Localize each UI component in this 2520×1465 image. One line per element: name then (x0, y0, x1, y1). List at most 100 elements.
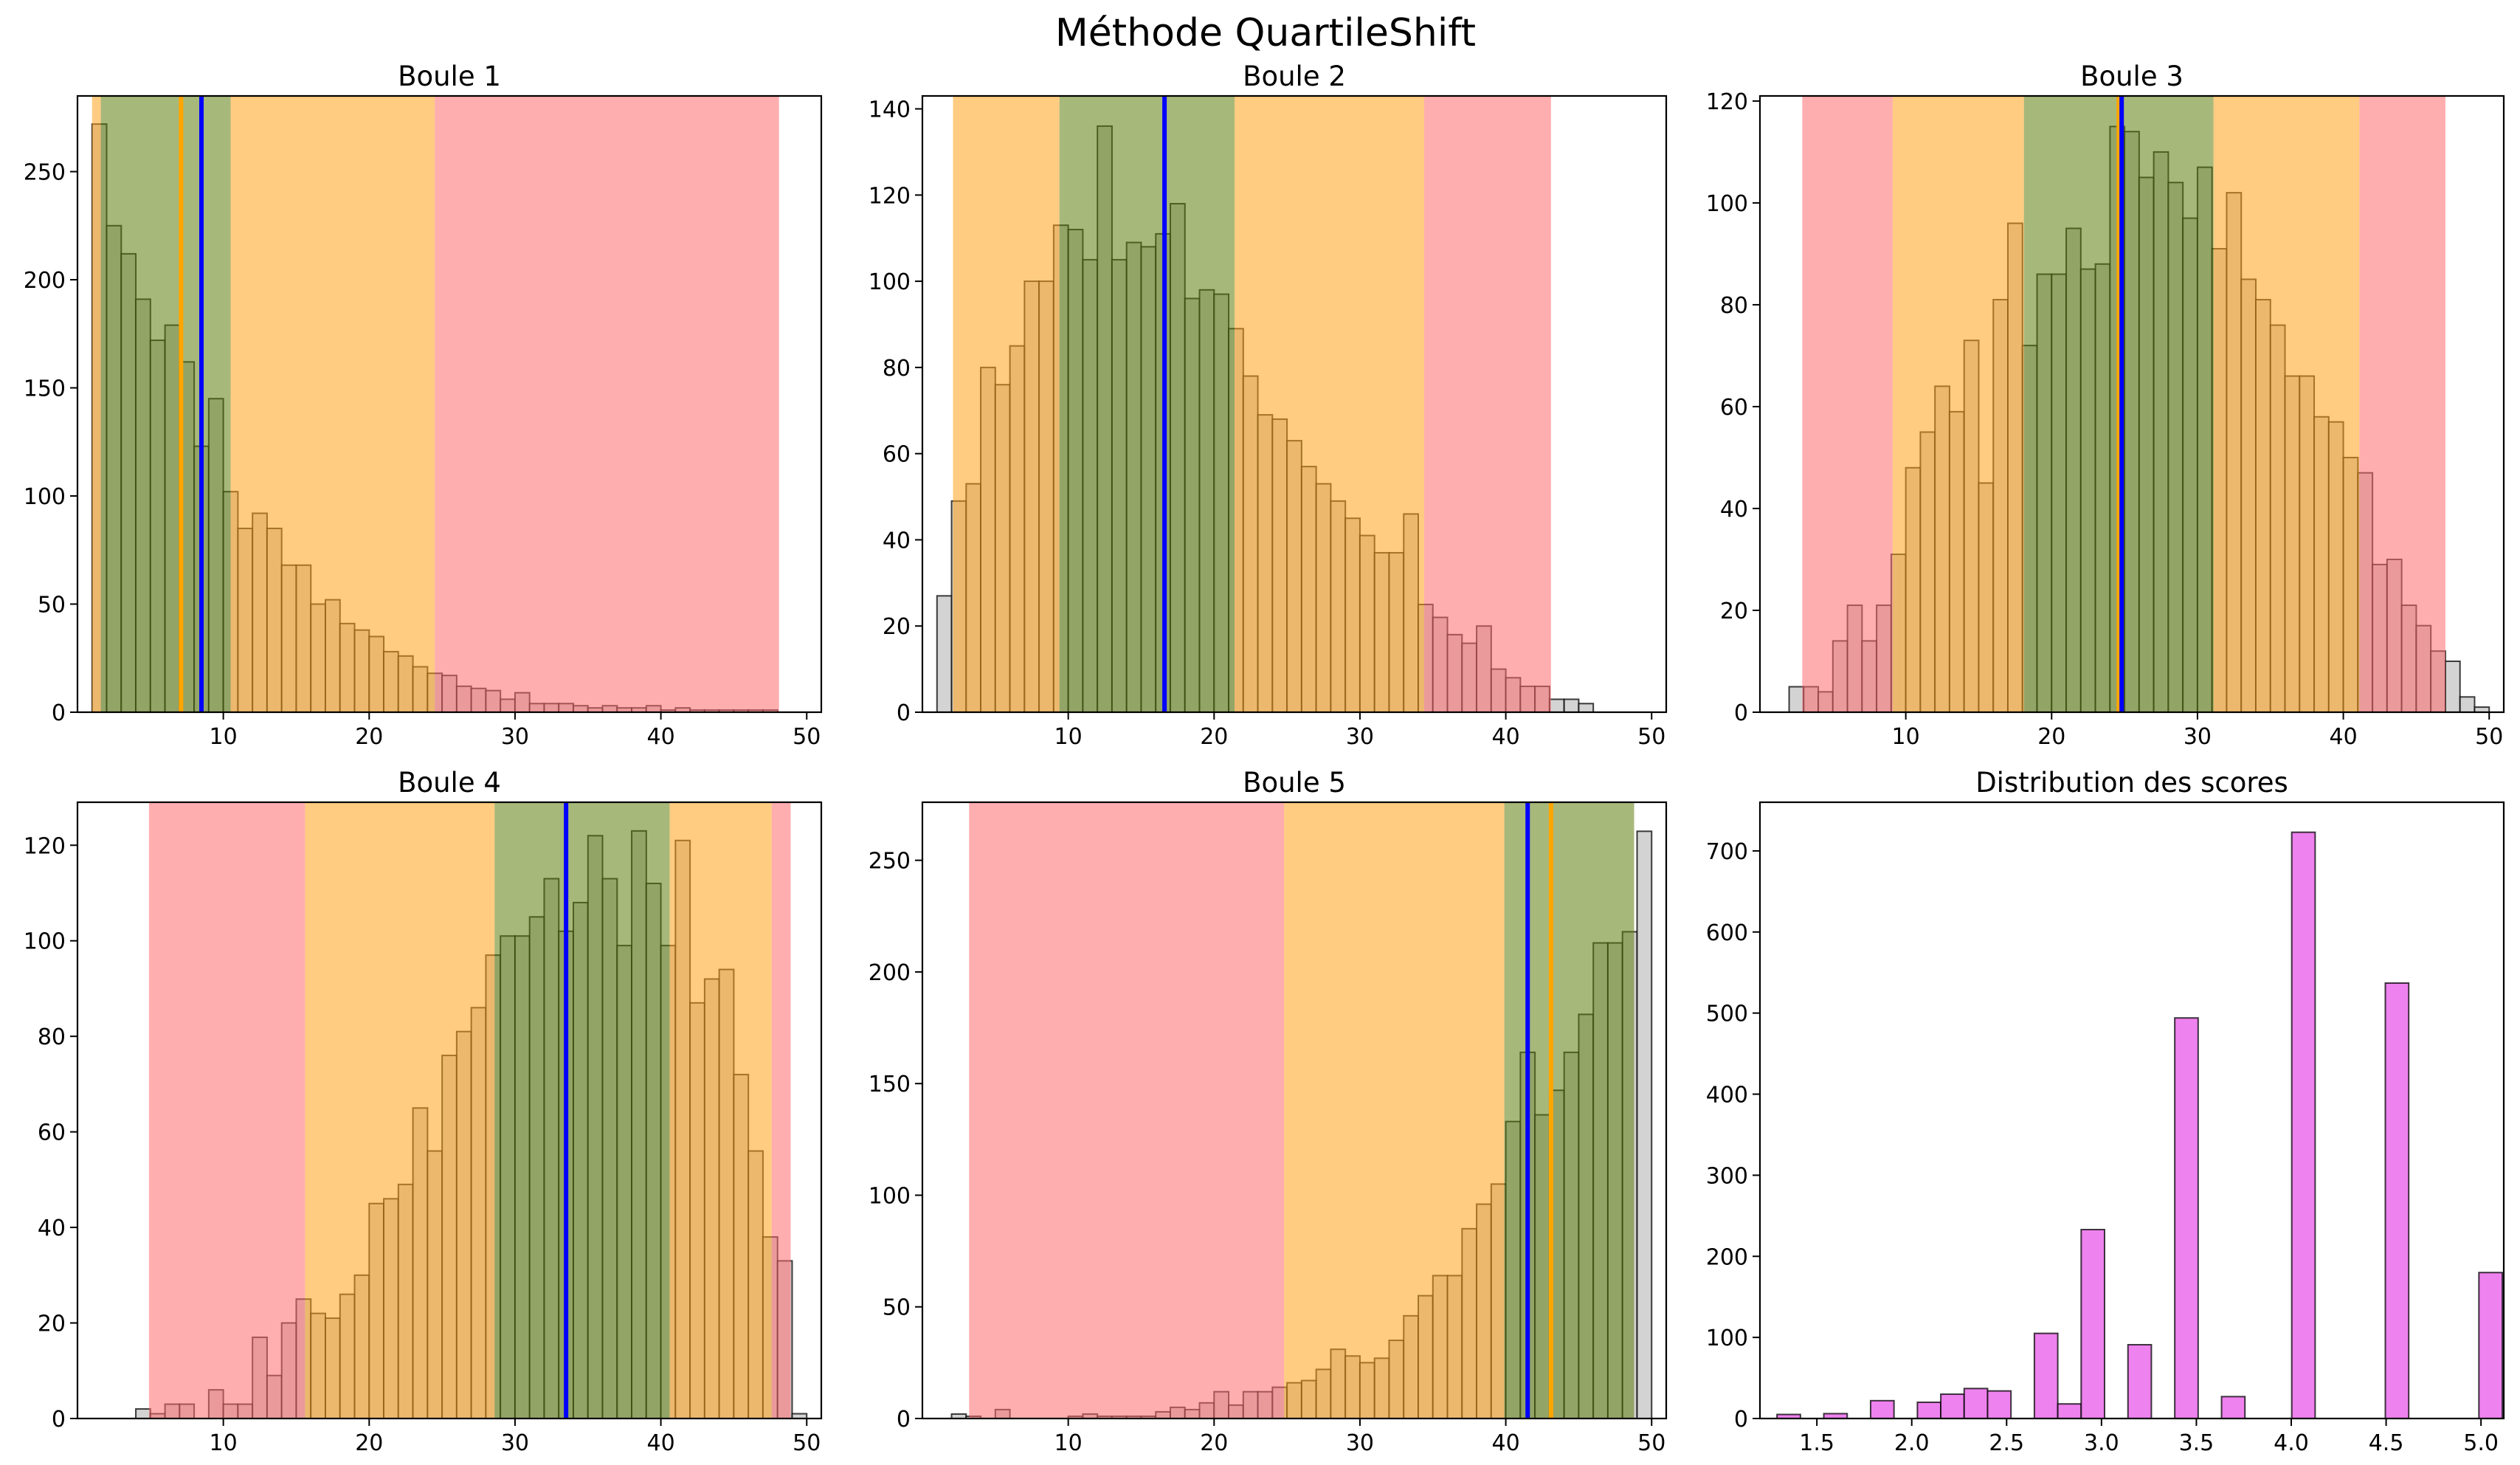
axes-frame (921, 94, 1668, 714)
x-tick-label: 20 (2037, 724, 2065, 750)
y-tick-label: 100 (24, 929, 66, 955)
chart-panel-4: 10 20 30 40 50 0 20 40 60 80 100 120 Boule 4 (24, 767, 823, 1456)
x-tick-label: 30 (501, 724, 529, 750)
y-tick-label: 120 (1706, 89, 1748, 115)
axes-frame (921, 801, 1668, 1420)
histogram-bar (2478, 1272, 2504, 1419)
x-tick-label: 2.0 (1894, 1430, 1930, 1456)
y-tick-label: 20 (1720, 599, 1748, 624)
x-tick-label: 4.5 (2369, 1430, 2404, 1456)
x-tick-label: 40 (646, 724, 674, 750)
x-tick-label: 20 (1200, 1430, 1228, 1456)
y-tick-label: 400 (1706, 1083, 1748, 1109)
plot-area (91, 96, 779, 712)
y-tick-label: 60 (38, 1120, 66, 1146)
y-tick-label: 20 (883, 614, 911, 640)
y-tick-label: 120 (869, 183, 911, 209)
chart-panel-6: 1.5 2.0 2.5 3.0 3.5 4.0 4.5 5.0 0 100 200 300 400 500… (1706, 767, 2505, 1456)
band-orange (1284, 802, 1505, 1419)
chart-panel-3: 10 20 30 40 50 0 20 40 60 80 100 120 Boule 3 (1706, 61, 2505, 750)
histogram-bar (1563, 698, 1580, 712)
x-tick-label: 40 (1491, 1430, 1519, 1456)
histogram-bar (2057, 1403, 2082, 1419)
x-tick-label: 50 (1637, 724, 1665, 750)
histogram-bar (1963, 1388, 1989, 1419)
x-tick-label: 50 (2475, 724, 2503, 750)
band-orange (305, 802, 495, 1419)
band-red (435, 96, 779, 712)
histogram-bar (2474, 706, 2490, 712)
figure-suptitle: Méthode QuartileShift (1055, 11, 1476, 55)
x-tick-label: 40 (2329, 724, 2357, 750)
band-orange (92, 96, 101, 712)
x-tick-label: 10 (210, 724, 238, 750)
plot-area (135, 802, 808, 1419)
chart-panel-2: 10 20 30 40 50 0 20 40 60 80 100 120 140 Boule 2 (869, 61, 1668, 750)
chart-title: Distribution des scores (1975, 767, 2288, 799)
y-tick-label: 40 (883, 528, 911, 554)
band-green (494, 802, 670, 1419)
band-orange (669, 802, 772, 1419)
x-tick-label: 3.5 (2179, 1430, 2215, 1456)
histogram-bar (2174, 1017, 2199, 1419)
x-tick-label: 50 (793, 1430, 821, 1456)
histogram-bar (2080, 1229, 2106, 1419)
histogram-bar (1776, 1413, 1801, 1419)
plot-area (950, 802, 1653, 1419)
x-tick-label: 3.0 (2084, 1430, 2119, 1456)
band-green (1059, 96, 1235, 712)
x-tick-label: 10 (1054, 724, 1083, 750)
band-orange (2213, 96, 2360, 712)
x-tick-label: 40 (646, 1430, 674, 1456)
y-tick-label: 200 (24, 268, 66, 294)
histogram-bar (1548, 698, 1565, 712)
x-tick-label: 20 (355, 1430, 383, 1456)
y-tick-label: 100 (869, 269, 911, 295)
y-tick-label: 200 (869, 960, 911, 986)
histogram-bar (1869, 1399, 1895, 1419)
y-tick-label: 150 (869, 1072, 911, 1097)
y-tick-label: 100 (1706, 191, 1748, 217)
histogram-bar (1916, 1402, 1942, 1419)
plot-area (936, 96, 1595, 712)
histogram-bar (1636, 830, 1653, 1419)
plot-area (1788, 96, 2490, 712)
y-tick-label: 50 (38, 593, 66, 618)
y-tick-label: 80 (38, 1024, 66, 1050)
histogram-bar (1940, 1393, 1965, 1419)
y-tick-label: 0 (1734, 1407, 1748, 1433)
band-orange (1234, 96, 1424, 712)
y-tick-label: 80 (883, 356, 911, 382)
band-green (100, 96, 231, 712)
y-tick-label: 500 (1706, 1002, 1748, 1027)
y-tick-label: 100 (1706, 1326, 1748, 1351)
chart-title: Boule 1 (398, 61, 501, 92)
y-tick-label: 300 (1706, 1163, 1748, 1189)
x-tick-label: 30 (2184, 724, 2212, 750)
x-tick-label: 30 (1346, 724, 1374, 750)
histogram-bar (1578, 703, 1595, 712)
chart-title: Boule 3 (2080, 61, 2184, 92)
y-tick-label: 100 (24, 484, 66, 510)
y-tick-label: 60 (1720, 395, 1748, 421)
histogram-bar (1788, 686, 1805, 712)
y-tick-label: 80 (1720, 293, 1748, 319)
histogram-bar (2444, 660, 2461, 712)
y-tick-label: 20 (38, 1311, 66, 1337)
axes-frame (76, 94, 823, 714)
band-red (148, 802, 305, 1419)
y-tick-label: 700 (1706, 839, 1748, 865)
x-tick-label: 4.0 (2274, 1430, 2309, 1456)
histogram-bar (135, 1408, 151, 1419)
y-tick-label: 0 (1734, 700, 1748, 726)
y-tick-label: 600 (1706, 920, 1748, 946)
x-tick-label: 10 (1892, 724, 1920, 750)
y-tick-label: 200 (1706, 1244, 1748, 1270)
chart-panel-1: 10 20 30 40 50 0 50 100 150 200 250 Boule 1 (24, 61, 823, 750)
band-green (1504, 802, 1634, 1419)
y-tick-label: 120 (24, 833, 66, 859)
axes-frame (1758, 801, 2505, 1420)
band-orange (230, 96, 435, 712)
histogram-bar (2127, 1344, 2153, 1419)
